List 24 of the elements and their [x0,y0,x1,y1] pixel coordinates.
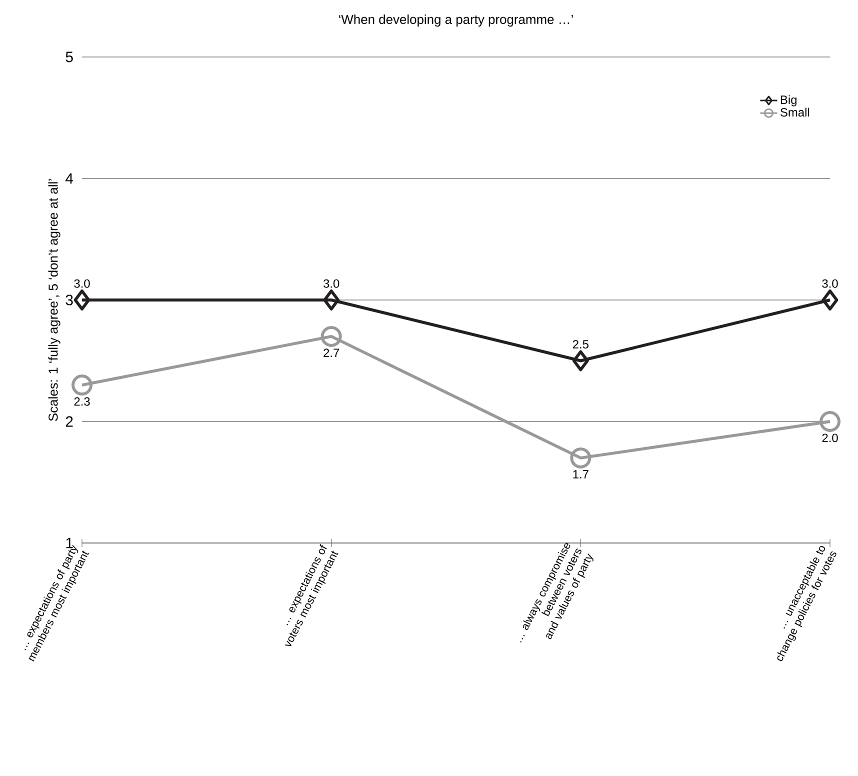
data-label: 2.3 [74,397,90,406]
y-tick-label: 2 [66,416,73,427]
data-label: 2.5 [572,340,588,349]
legend-label: Big [780,95,796,106]
point [74,290,90,310]
point [570,447,592,468]
data-label: 2.0 [822,434,838,442]
point [72,374,92,396]
legend-label: Small [780,108,810,117]
data-label: 2.7 [324,348,340,357]
data-label: 3.0 [822,279,838,288]
point [320,326,342,347]
data-label: 3.0 [323,279,340,288]
point [572,350,589,372]
data-label: 1.7 [573,470,588,478]
point [822,290,838,310]
y-tick-label: 3 [66,294,73,306]
y-tick-label: 4 [66,173,74,184]
point [323,290,340,310]
chart-title: ‘When developing a party programme …’ [339,14,573,27]
y-axis-title: Scales: 1 ‘fully agree’, 5 ‘don’t agree at all’ [48,179,60,421]
y-tick-label: 5 [66,52,73,62]
data-label: 3.0 [74,279,90,288]
point [820,411,841,432]
